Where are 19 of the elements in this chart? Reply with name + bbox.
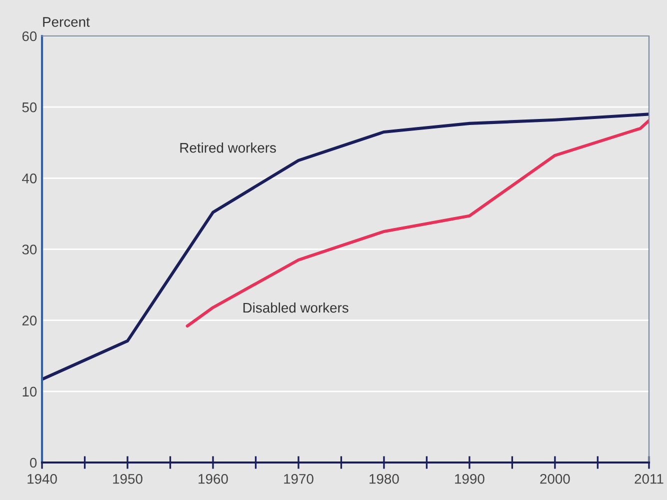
x-tick-label: 2011	[634, 474, 664, 484]
x-tick-label: 2000	[540, 474, 570, 484]
x-tick-label: 1950	[113, 474, 142, 484]
y-tick-label: 50	[22, 102, 37, 112]
series-label: Retired workers	[180, 142, 276, 153]
y-tick-label: 60	[22, 31, 37, 42]
y-tick-label: 10	[22, 386, 37, 397]
x-tick-label: 1960	[198, 474, 228, 484]
x-tick-label: 1980	[370, 474, 399, 484]
series-label: Disabled workers	[243, 302, 348, 313]
x-tick-label: 1940	[28, 474, 57, 484]
y-tick-label: 30	[22, 244, 37, 254]
x-tick-label: 1990	[455, 474, 484, 484]
y-tick-label: 40	[22, 174, 37, 184]
line-series	[42, 112, 649, 381]
y-axis-title: Percent	[43, 17, 90, 27]
y-tick-label: 0	[30, 458, 37, 468]
y-tick-label: 20	[22, 316, 37, 326]
x-tick-label: 1970	[284, 474, 314, 484]
